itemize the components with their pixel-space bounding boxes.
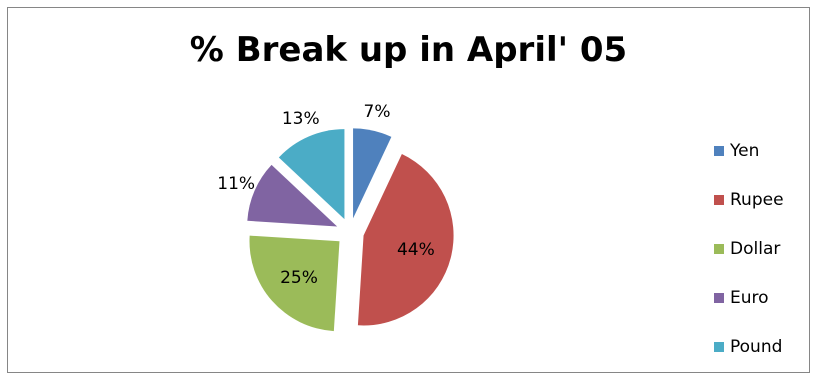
- legend: Yen Rupee Dollar Euro Pound: [714, 126, 784, 371]
- chart-title: % Break up in April' 05: [189, 30, 628, 70]
- legend-item-dollar: Dollar: [714, 224, 784, 273]
- legend-item-euro: Euro: [714, 273, 784, 322]
- legend-label: Rupee: [730, 189, 784, 210]
- data-label-rupee: 44%: [397, 240, 435, 260]
- pie-slice-dollar: [249, 235, 340, 332]
- data-label-dollar: 25%: [280, 268, 318, 288]
- legend-swatch: [714, 341, 724, 352]
- legend-label: Euro: [730, 287, 769, 308]
- legend-label: Yen: [730, 140, 760, 161]
- legend-swatch: [714, 194, 724, 205]
- data-label-pound: 13%: [282, 109, 320, 129]
- legend-swatch: [714, 243, 724, 254]
- data-label-euro: 11%: [217, 174, 255, 194]
- legend-item-yen: Yen: [714, 126, 784, 175]
- legend-item-rupee: Rupee: [714, 175, 784, 224]
- legend-label: Dollar: [730, 238, 781, 259]
- pie-slice-yen: [353, 128, 392, 219]
- legend-label: Pound: [730, 336, 783, 357]
- legend-swatch: [714, 145, 724, 156]
- legend-item-pound: Pound: [714, 322, 784, 371]
- pie-slice-pound: [278, 129, 345, 220]
- pie-slice-euro: [247, 164, 338, 227]
- data-label-yen: 7%: [364, 102, 391, 122]
- legend-swatch: [714, 292, 724, 303]
- pie-slice-rupee: [357, 154, 454, 326]
